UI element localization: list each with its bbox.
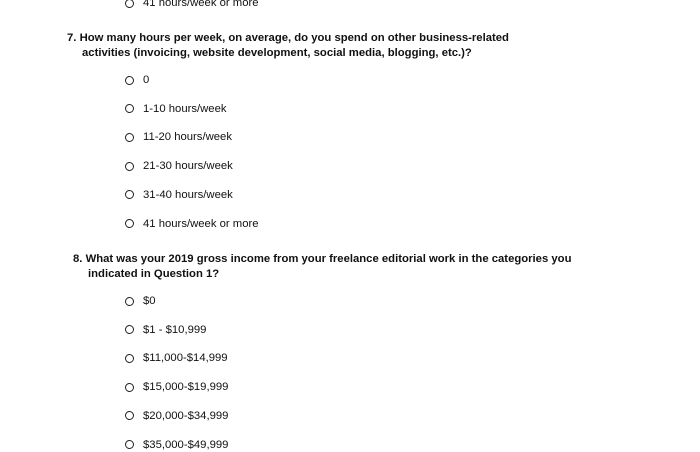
- radio-button-icon[interactable]: [125, 104, 134, 114]
- radio-button-icon[interactable]: [125, 296, 134, 306]
- option-label: 0: [143, 74, 150, 86]
- option-label: 41 hours/week or more: [143, 217, 259, 230]
- option-label: $0: [143, 295, 156, 307]
- option-label: $11,000-$14,999: [143, 352, 228, 365]
- option-label: $35,000-$49,999: [143, 438, 229, 451]
- question-text-line1: How many hours per week, on average, do …: [79, 32, 509, 44]
- radio-option[interactable]: 41 hours/week or more: [125, 0, 259, 10]
- option-label: $15,000-$19,999: [143, 381, 229, 394]
- radio-option[interactable]: $15,000-$19,999: [125, 380, 228, 394]
- question-8: 8. What was your 2019 gross income from …: [73, 252, 571, 281]
- radio-option[interactable]: $1 - $10,999: [125, 323, 206, 337]
- radio-option[interactable]: 11-20 hours/week: [125, 130, 232, 144]
- radio-button-icon[interactable]: [125, 219, 134, 228]
- option-label: $1 - $10,999: [143, 323, 207, 336]
- option-label: 1-10 hours/week: [143, 102, 227, 115]
- question-text-line1: What was your 2019 gross income from you…: [85, 253, 572, 265]
- radio-option[interactable]: $11,000-$14,999: [125, 351, 228, 365]
- question-text-line2: indicated in Question 1?: [88, 267, 220, 280]
- radio-button-icon[interactable]: [125, 440, 134, 449]
- question-text-line2: activities (invoicing, website developme…: [82, 46, 472, 59]
- radio-option[interactable]: 1-10 hours/week: [125, 102, 227, 116]
- option-label: 21-30 hours/week: [143, 160, 233, 173]
- radio-button-icon[interactable]: [125, 411, 134, 421]
- radio-button-icon[interactable]: [125, 325, 134, 335]
- radio-option[interactable]: 41 hours/week or more: [125, 217, 259, 231]
- radio-option[interactable]: 31-40 hours/week: [125, 188, 233, 202]
- question-number: 7.: [67, 32, 77, 44]
- radio-option[interactable]: 0: [125, 73, 149, 87]
- radio-option[interactable]: $20,000-$34,999: [125, 409, 228, 423]
- radio-button-icon[interactable]: [125, 353, 134, 363]
- radio-button-icon[interactable]: [125, 382, 134, 392]
- radio-button-icon[interactable]: [125, 132, 134, 142]
- option-label: 31-40 hours/week: [143, 188, 233, 201]
- radio-button-icon[interactable]: [125, 0, 134, 8]
- option-label: 11-20 hours/week: [143, 131, 232, 144]
- question-number: 8.: [73, 253, 83, 265]
- radio-option[interactable]: 21-30 hours/week: [125, 159, 233, 173]
- radio-option[interactable]: $35,000-$49,999: [125, 438, 228, 452]
- radio-button-icon[interactable]: [125, 161, 134, 171]
- question-7: 7. How many hours per week, on average, …: [67, 31, 509, 60]
- radio-option[interactable]: $0: [125, 294, 156, 308]
- radio-button-icon[interactable]: [125, 75, 134, 85]
- radio-button-icon[interactable]: [125, 190, 134, 200]
- option-label: 41 hours/week or more: [143, 0, 259, 9]
- option-label: $20,000-$34,999: [143, 409, 229, 422]
